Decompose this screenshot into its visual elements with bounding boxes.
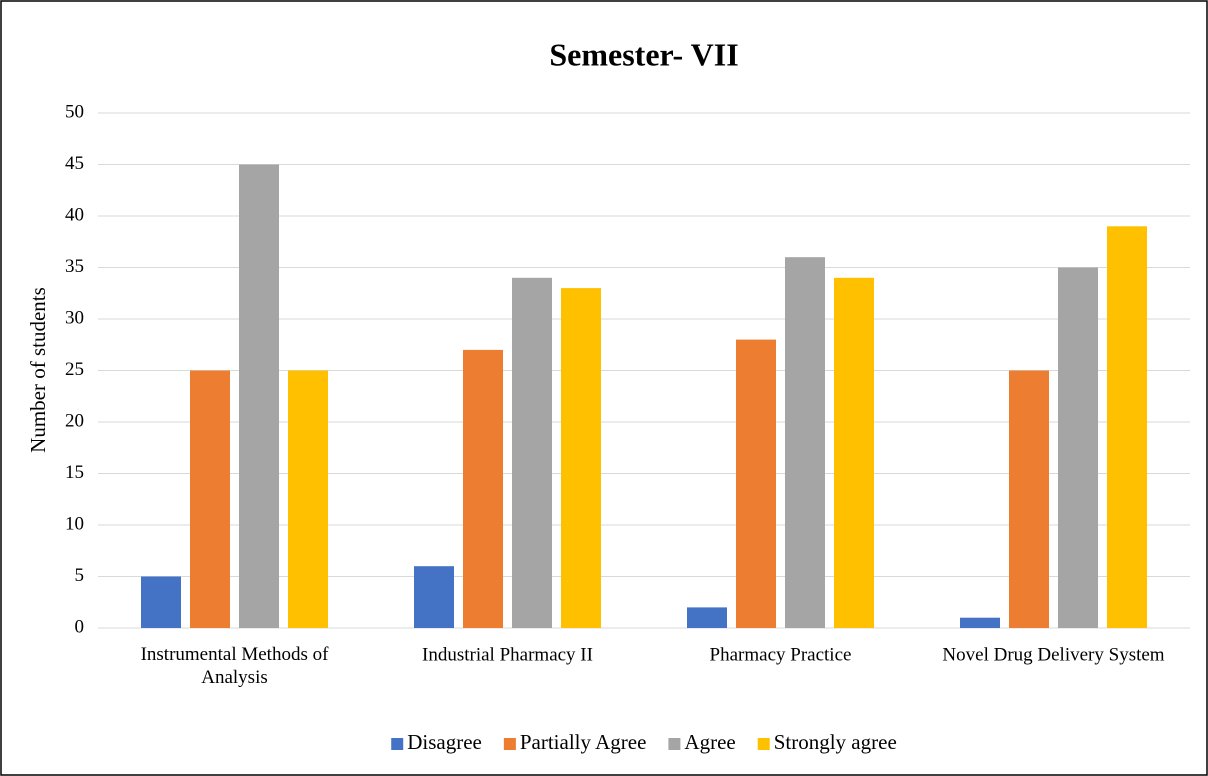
y-tick-label: 50	[65, 101, 84, 122]
x-tick-label: Industrial Pharmacy II	[422, 644, 593, 665]
y-tick-label: 40	[65, 204, 84, 225]
y-tick-label: 35	[65, 256, 84, 277]
x-tick-label: Pharmacy Practice	[710, 644, 852, 665]
legend-label: Strongly agree	[774, 730, 897, 754]
legend-swatch	[503, 738, 516, 750]
y-tick-label: 0	[75, 616, 85, 637]
bar	[512, 277, 552, 628]
x-tick-label: Novel Drug Delivery System	[942, 644, 1164, 665]
bar	[414, 566, 454, 628]
legend-swatch	[391, 738, 404, 750]
legend-label: Disagree	[407, 730, 482, 754]
legend-label: Agree	[684, 730, 735, 754]
legend-label: Partially Agree	[520, 730, 647, 754]
bar	[1058, 267, 1098, 628]
bar	[561, 288, 601, 628]
x-tick-label: Instrumental Methods of Analysis	[141, 644, 330, 688]
y-tick-label: 30	[65, 307, 84, 328]
bar	[1107, 226, 1147, 629]
y-tick-label: 45	[65, 153, 84, 174]
legend-swatch	[668, 738, 681, 750]
bar	[190, 370, 230, 628]
bar	[239, 164, 279, 628]
bar	[1009, 370, 1049, 628]
bar	[463, 349, 503, 628]
bar	[736, 339, 776, 628]
bar	[960, 617, 1000, 628]
y-tick-label: 10	[65, 513, 84, 534]
y-tick-label: 20	[65, 410, 84, 431]
y-tick-label: 15	[65, 462, 84, 483]
bar	[785, 257, 825, 628]
bar	[141, 576, 181, 628]
y-tick-label: 25	[65, 359, 84, 380]
bar	[687, 607, 727, 628]
legend-swatch	[757, 738, 770, 750]
bar	[288, 370, 328, 628]
chart-title: Semester- VII	[549, 36, 738, 72]
y-tick-label: 5	[75, 565, 85, 586]
y-axis-label: Number of students	[26, 287, 50, 453]
bar	[834, 277, 874, 628]
